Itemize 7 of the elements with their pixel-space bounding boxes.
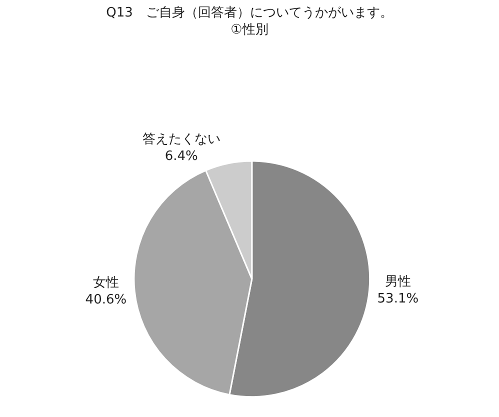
- slice-label: 答えたくない: [142, 132, 220, 148]
- data-label: 53.1%: [377, 291, 419, 306]
- slice-label: 男性: [384, 274, 411, 290]
- data-label: 6.4%: [164, 148, 198, 164]
- slice-label: 女性: [92, 276, 119, 291]
- chart-title: Q13 ご自身（回答者）についてうかがいます。 ①性別: [106, 6, 393, 38]
- data-label: 40.6%: [85, 292, 127, 308]
